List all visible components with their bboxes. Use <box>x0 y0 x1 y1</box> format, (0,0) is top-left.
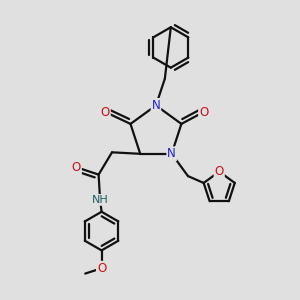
Text: N: N <box>152 99 160 112</box>
Text: O: O <box>100 106 110 118</box>
Text: O: O <box>97 262 106 275</box>
Text: O: O <box>214 165 224 178</box>
Text: O: O <box>72 161 81 174</box>
Text: O: O <box>199 106 208 118</box>
Text: N: N <box>167 147 176 160</box>
Text: NH: NH <box>92 195 109 205</box>
